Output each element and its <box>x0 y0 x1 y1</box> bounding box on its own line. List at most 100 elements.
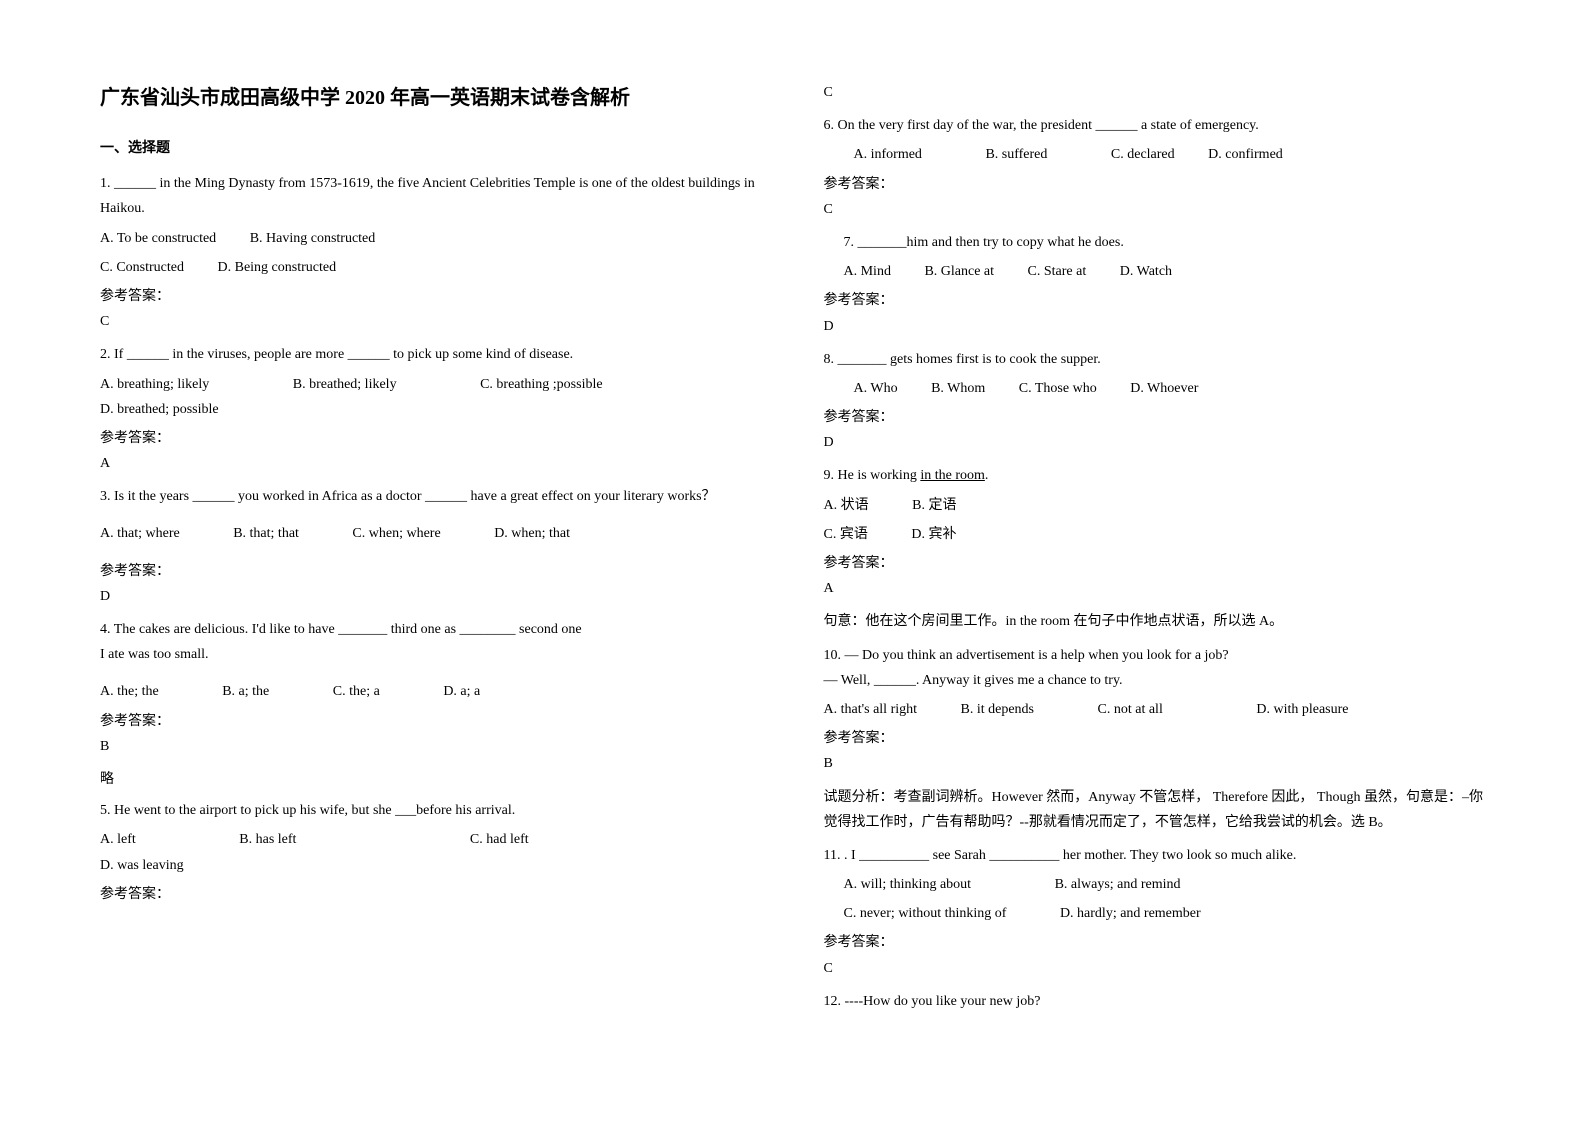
answer-label: 参考答案： <box>100 426 764 451</box>
option-c: C. not at all <box>1098 697 1163 722</box>
answer-label: 参考答案： <box>100 284 764 309</box>
option-b: B. Having constructed <box>250 226 376 251</box>
option-a: A. breathing; likely <box>100 372 209 397</box>
option-a: A. left <box>100 827 136 852</box>
option-a: A. will; thinking about <box>844 872 972 897</box>
answer-label: 参考答案： <box>824 930 1488 955</box>
question-text: 7. _______him and then try to copy what … <box>824 230 1488 255</box>
answer-label: 参考答案： <box>824 405 1488 430</box>
option-b: B. breathed; likely <box>293 372 397 397</box>
answer: B <box>100 734 764 759</box>
question-text-2: I ate was too small. <box>100 642 764 667</box>
question-options: A. Mind B. Glance at C. Stare at D. Watc… <box>824 259 1488 284</box>
option-b: B. a; the <box>222 679 269 704</box>
question-options: A. that's all right B. it depends C. not… <box>824 697 1488 722</box>
q9-suffix: . <box>985 468 989 483</box>
option-b: B. that; that <box>233 521 299 546</box>
option-c: C. had left <box>470 827 529 852</box>
option-d: D. a; a <box>443 679 480 704</box>
answer: C <box>824 956 1488 981</box>
option-c: C. 宾语 <box>824 522 868 547</box>
answer: D <box>824 430 1488 455</box>
left-column: 广东省汕头市成田高级中学 2020 年高一英语期末试卷含解析 一、选择题 1. … <box>100 80 764 1042</box>
answer-label: 参考答案： <box>100 709 764 734</box>
option-c: C. when; where <box>352 521 440 546</box>
option-c: C. declared <box>1111 142 1175 167</box>
question-11: 11. . I __________ see Sarah __________ … <box>824 843 1488 981</box>
note: 略 <box>100 767 764 792</box>
right-column: C 6. On the very first day of the war, t… <box>824 80 1488 1042</box>
option-d: D. confirmed <box>1208 142 1283 167</box>
answer: A <box>100 451 764 476</box>
explanation: 句意：他在这个房间里工作。in the room 在句子中作地点状语，所以选 A… <box>824 609 1488 634</box>
option-a: A. Who <box>854 376 898 401</box>
answer-label: 参考答案： <box>100 559 764 584</box>
option-b: B. it depends <box>961 697 1035 722</box>
answer-q5: C <box>824 80 1488 105</box>
question-6: 6. On the very first day of the war, the… <box>824 113 1488 222</box>
question-options: A. informed B. suffered C. declared D. c… <box>824 142 1488 167</box>
question-1: 1. ______ in the Ming Dynasty from 1573-… <box>100 171 764 334</box>
answer: A <box>824 576 1488 601</box>
question-options: A. To be constructed B. Having construct… <box>100 226 764 251</box>
question-options-2: C. Constructed D. Being constructed <box>100 255 764 280</box>
question-text: 11. . I __________ see Sarah __________ … <box>824 843 1488 868</box>
option-a: A. that; where <box>100 521 180 546</box>
question-2: 2. If ______ in the viruses, people are … <box>100 342 764 476</box>
question-options: A. the; the B. a; the C. the; a D. a; a <box>100 679 764 704</box>
question-text: 2. If ______ in the viruses, people are … <box>100 342 764 367</box>
option-c: C. breathing ;possible <box>480 372 603 397</box>
question-9: 9. He is working in the room. A. 状语 B. 定… <box>824 463 1488 634</box>
option-b: B. suffered <box>985 142 1047 167</box>
page-title: 广东省汕头市成田高级中学 2020 年高一英语期末试卷含解析 <box>100 80 764 116</box>
question-options: A. 状语 B. 定语 <box>824 493 1488 518</box>
answer-label: 参考答案： <box>824 726 1488 751</box>
option-c: C. Those who <box>1019 376 1097 401</box>
option-a: A. the; the <box>100 679 159 704</box>
question-options: A. left B. has left C. had left D. was l… <box>100 827 764 877</box>
option-a: A. informed <box>854 142 922 167</box>
option-d: D. was leaving <box>100 853 184 878</box>
option-d: D. breathed; possible <box>100 397 219 422</box>
option-b: B. Whom <box>931 376 985 401</box>
option-b: B. 定语 <box>912 493 956 518</box>
question-options: A. that; where B. that; that C. when; wh… <box>100 521 764 546</box>
answer: C <box>100 309 764 334</box>
question-10: 10. — Do you think an advertisement is a… <box>824 643 1488 835</box>
question-text: 9. He is working in the room. <box>824 463 1488 488</box>
answer: D <box>100 584 764 609</box>
question-3: 3. Is it the years ______ you worked in … <box>100 484 764 609</box>
option-d: D. Whoever <box>1130 376 1198 401</box>
section-header: 一、选择题 <box>100 136 764 161</box>
answer: B <box>824 751 1488 776</box>
answer-label: 参考答案： <box>824 551 1488 576</box>
option-d: D. Watch <box>1120 259 1172 284</box>
question-12: 12. ----How do you like your new job? <box>824 989 1488 1014</box>
option-c: C. never; without thinking of <box>844 901 1007 926</box>
answer-label: 参考答案： <box>100 882 764 907</box>
option-d: D. with pleasure <box>1256 697 1348 722</box>
option-d: D. when; that <box>494 521 570 546</box>
q9-prefix: 9. He is working <box>824 468 921 483</box>
option-d: D. hardly; and remember <box>1060 901 1201 926</box>
option-a: A. Mind <box>844 259 891 284</box>
option-a: A. 状语 <box>824 493 869 518</box>
answer: C <box>824 197 1488 222</box>
option-b: B. has left <box>239 827 296 852</box>
option-a: A. To be constructed <box>100 226 216 251</box>
question-5: 5. He went to the airport to pick up his… <box>100 798 764 907</box>
answer-label: 参考答案： <box>824 288 1488 313</box>
answer: D <box>824 314 1488 339</box>
option-d: D. 宾补 <box>911 522 956 547</box>
option-a: A. that's all right <box>824 697 918 722</box>
question-text: 4. The cakes are delicious. I'd like to … <box>100 617 764 642</box>
option-c: C. Constructed <box>100 255 184 280</box>
answer-label: 参考答案： <box>824 172 1488 197</box>
question-options: A. Who B. Whom C. Those who D. Whoever <box>824 376 1488 401</box>
question-text: 5. He went to the airport to pick up his… <box>100 798 764 823</box>
option-c: C. the; a <box>333 679 380 704</box>
question-text: 3. Is it the years ______ you worked in … <box>100 484 764 509</box>
question-8: 8. _______ gets homes first is to cook t… <box>824 347 1488 456</box>
option-b: B. always; and remind <box>1055 872 1181 897</box>
option-d: D. Being constructed <box>218 255 337 280</box>
